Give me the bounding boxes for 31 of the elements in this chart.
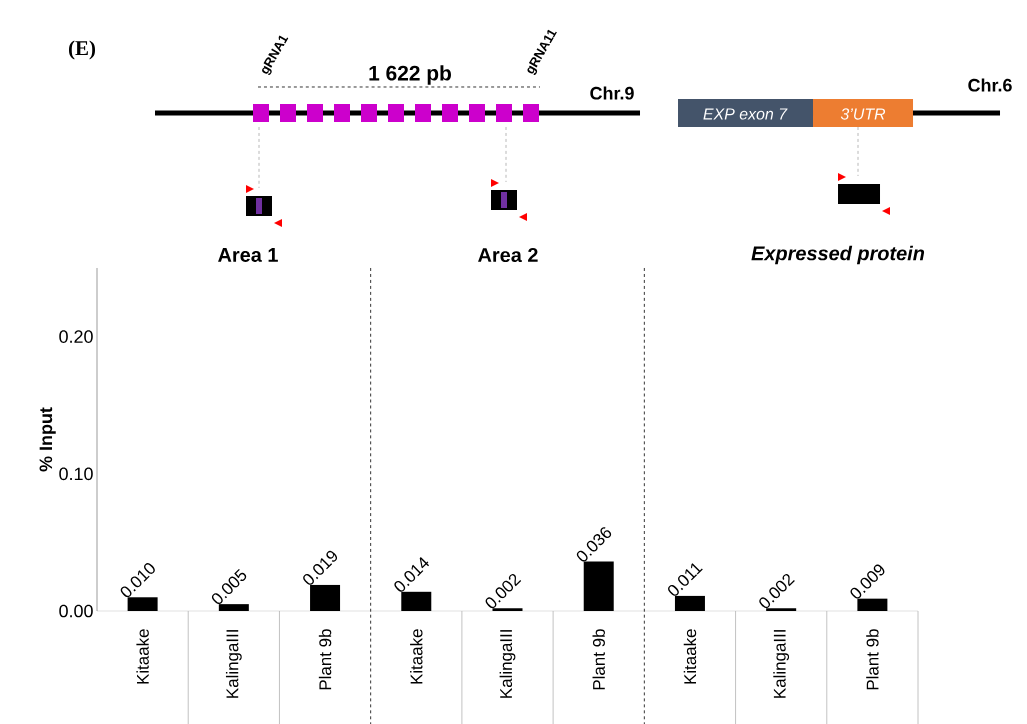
x-tick-label: Kitaake: [683, 629, 697, 684]
text: Chr.6: [968, 78, 1012, 92]
text: 3’UTR: [840, 108, 886, 120]
text: (E): [68, 40, 96, 60]
text: Chr.9: [590, 86, 634, 100]
y-axis-title: % Input: [39, 407, 56, 472]
bar: [766, 608, 797, 611]
x-tick-label: Plant 9b: [592, 629, 605, 690]
bar: [310, 584, 341, 611]
bar: [218, 604, 249, 611]
y-tick-label: 0.20: [59, 330, 93, 343]
x-tick-label: Kitaake: [136, 629, 149, 684]
bar: [401, 591, 432, 611]
x-tick-label: KalingaIII: [225, 630, 242, 698]
text: Expressed protein: [751, 245, 925, 265]
text: Area 2: [478, 247, 538, 263]
x-tick-label: Plant 9b: [318, 629, 332, 690]
x-tick-label: Plant 9b: [866, 629, 879, 690]
x-tick-label: KalingaIII: [773, 630, 790, 698]
bar: [492, 608, 523, 611]
y-tick-label: 0.10: [59, 467, 93, 481]
text: EXP exon 7: [703, 108, 788, 120]
bar: [674, 595, 705, 611]
text: 1 622 pb: [369, 65, 451, 85]
bar: [857, 598, 888, 611]
y-tick-label: 0.00: [59, 604, 93, 618]
text: Area 1: [218, 248, 278, 262]
x-tick-label: Kitaake: [410, 629, 423, 684]
bar: [583, 561, 614, 611]
bar: [127, 597, 158, 611]
x-tick-label: KalingaIII: [499, 630, 516, 698]
